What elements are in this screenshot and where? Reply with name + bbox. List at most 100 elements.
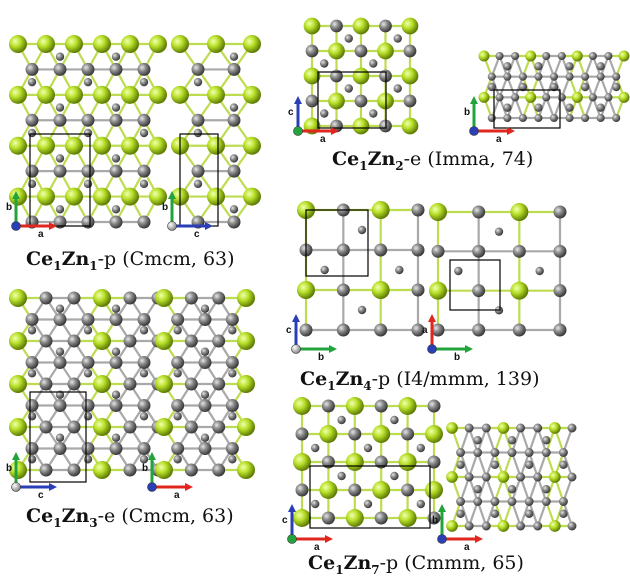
ce-atom <box>618 50 630 62</box>
ce-atom <box>398 453 417 471</box>
ce-atom <box>352 67 370 85</box>
zn-atom <box>379 19 392 33</box>
zn-atom <box>542 485 551 494</box>
zn-atom <box>534 113 543 123</box>
zn-atom <box>53 113 67 127</box>
ce-atom <box>549 471 561 483</box>
zn-atom <box>137 62 151 76</box>
zn-atom <box>109 442 123 455</box>
zn-atom <box>411 283 425 297</box>
zn-atom <box>612 82 621 92</box>
axis-origin <box>291 344 301 354</box>
axis-origin <box>11 482 21 492</box>
zn-atom <box>337 471 346 481</box>
axis-origin <box>437 534 447 544</box>
ce-atom <box>446 471 458 483</box>
zn-atom <box>225 442 239 455</box>
ce-atom <box>371 281 390 299</box>
ce-atom <box>549 520 561 532</box>
ce-atom <box>352 17 370 35</box>
axis-triad: ba <box>432 504 483 553</box>
zn-atom <box>374 243 388 257</box>
zn-atom <box>524 460 534 469</box>
zn-atom <box>330 69 343 83</box>
zn-atom <box>81 356 95 369</box>
zn-atom <box>137 164 151 178</box>
zn-atom <box>27 179 37 189</box>
ce-atom <box>303 67 321 85</box>
zn-atom <box>83 179 93 189</box>
zn-atom <box>229 103 239 112</box>
ce-atom <box>525 50 537 62</box>
zn-atom <box>533 423 543 433</box>
zn-atom <box>228 412 237 421</box>
axis-triad: ab <box>422 314 473 363</box>
zn-atom <box>81 62 95 76</box>
zn-atom <box>507 448 517 457</box>
ce-atom <box>446 520 458 532</box>
axis-origin <box>427 344 437 354</box>
zn-atom <box>374 455 388 469</box>
zn-atom <box>472 284 486 298</box>
ce-atom <box>9 461 27 479</box>
ce-atom <box>155 332 173 350</box>
zn-atom <box>39 420 53 434</box>
ce-atom <box>237 375 255 393</box>
axis-label: c <box>38 490 44 501</box>
zn-atom <box>139 326 149 335</box>
ce-atom <box>149 136 167 155</box>
zn-atom <box>55 433 65 442</box>
ce-atom <box>65 136 83 155</box>
structure-view-ce1zn2-2: ba <box>464 50 630 145</box>
zn-atom <box>229 205 239 214</box>
axis-label: c <box>282 515 288 526</box>
zn-atom <box>549 82 559 92</box>
ce-atom <box>93 85 111 104</box>
zn-atom <box>481 472 491 482</box>
ce-atom <box>372 481 391 499</box>
zn-atom <box>212 334 226 348</box>
zn-atom <box>83 128 93 138</box>
zn-atom <box>184 334 198 348</box>
zn-atom <box>390 415 399 425</box>
zn-atom <box>511 93 520 102</box>
caption-ce1zn7: Ce1Zn7-p (Cmmm, 65) <box>308 552 524 577</box>
zn-atom <box>487 72 496 81</box>
zn-atom <box>200 304 210 313</box>
zn-atom <box>549 113 559 123</box>
zn-atom <box>553 244 567 258</box>
ce-atom <box>93 35 111 53</box>
zn-atom <box>173 412 182 421</box>
zn-atom <box>487 113 496 123</box>
ce-atom <box>328 42 345 60</box>
zn-atom <box>374 399 388 413</box>
ce-atom <box>155 375 173 393</box>
zn-atom <box>81 442 95 455</box>
ce-atom <box>425 481 443 499</box>
zn-atom <box>193 128 203 138</box>
zn-atom <box>411 243 425 257</box>
zn-atom <box>456 448 466 457</box>
zn-atom <box>321 399 335 413</box>
ce-atom <box>401 67 419 85</box>
ce-atom <box>149 85 167 104</box>
zn-atom <box>454 266 463 276</box>
zn-atom <box>427 455 441 469</box>
ce-atom <box>9 332 27 350</box>
zn-atom <box>395 265 404 275</box>
ce-atom <box>171 85 189 104</box>
structure-view-ce1zn7-2: ba <box>432 422 577 553</box>
axis-origin <box>147 482 157 492</box>
zn-atom <box>191 164 205 178</box>
zn-atom <box>495 93 504 102</box>
ce-atom <box>497 520 510 532</box>
zn-atom <box>123 334 137 348</box>
zn-atom <box>227 215 241 229</box>
zn-atom <box>330 19 343 33</box>
zn-atom <box>39 463 53 477</box>
zn-atom <box>357 225 367 235</box>
axis-label: b <box>162 202 168 213</box>
zn-atom <box>227 113 241 127</box>
ce-atom <box>425 425 443 443</box>
